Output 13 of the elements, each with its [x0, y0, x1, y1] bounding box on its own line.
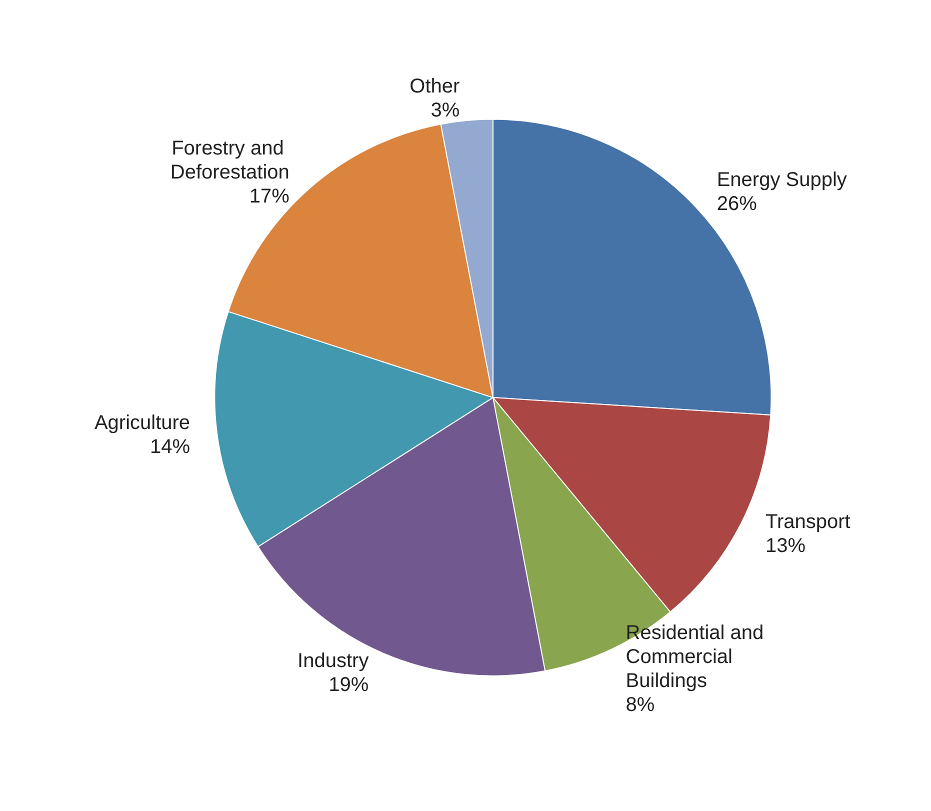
- slice-label: Transport: [765, 510, 851, 533]
- slice-label: Other: [410, 76, 460, 98]
- slice-label: Industry: [298, 650, 369, 672]
- data-label: 3%: [430, 100, 460, 122]
- data-label: 17%: [249, 185, 290, 208]
- slice-label: Agriculture: [94, 412, 190, 434]
- data-label: 14%: [150, 436, 190, 458]
- data-label: 13%: [765, 534, 806, 557]
- data-label: 8%: [626, 694, 655, 716]
- data-label: 19%: [328, 674, 369, 696]
- slice-label: Forestry and Deforestation: [170, 137, 290, 184]
- data-label: 26%: [716, 193, 758, 216]
- slice-label: Energy Supply: [716, 169, 847, 192]
